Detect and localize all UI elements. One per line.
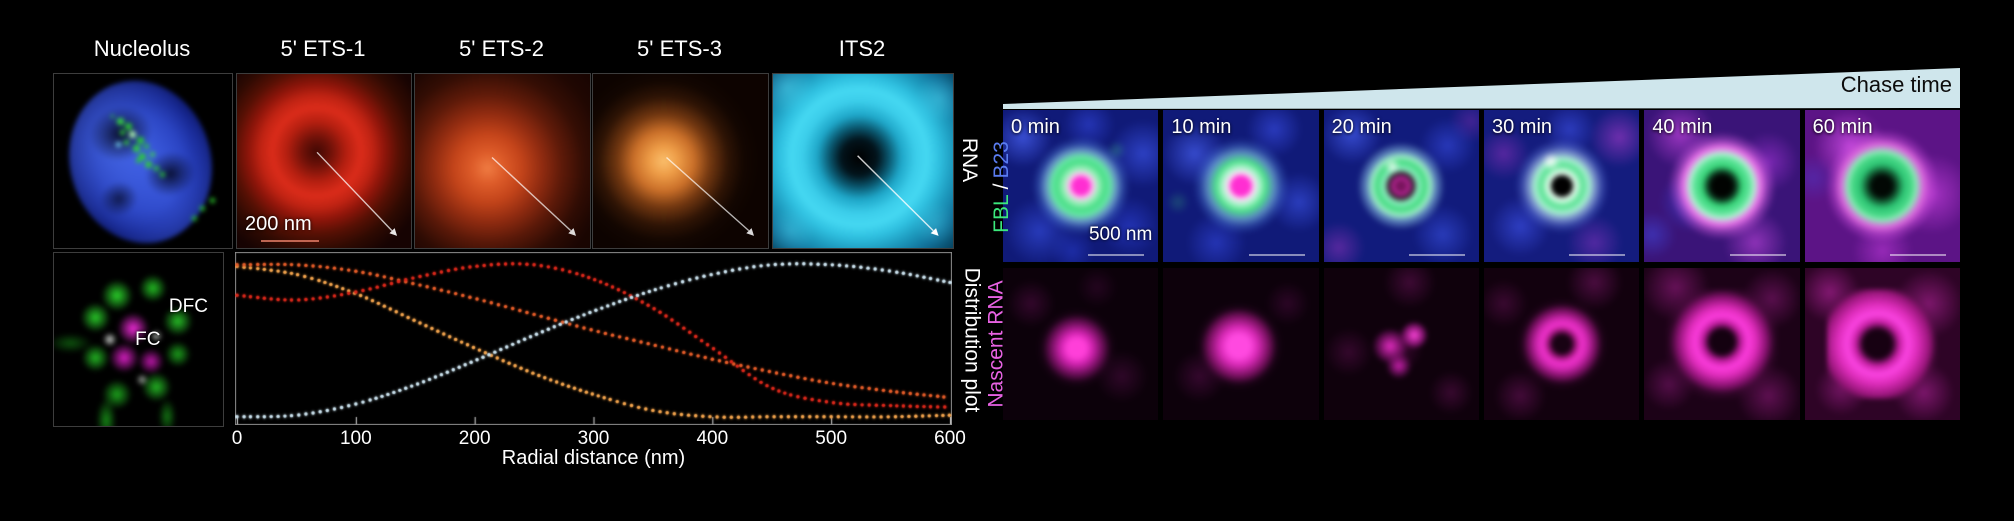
nascent-panel-40min <box>1644 268 1800 420</box>
5ets3-micrograph <box>593 74 768 248</box>
panel-title-its2: ITS2 <box>838 36 886 61</box>
nucleolus-ring <box>1185 131 1296 241</box>
scale-bar <box>1248 254 1305 256</box>
chase-panel-40min: 40 min <box>1644 110 1800 262</box>
chase-panel-10min: 10 min <box>1163 110 1319 262</box>
x-tick-label: 0 <box>231 428 243 449</box>
annotation-arrow <box>491 157 576 236</box>
nascent-panel-20min <box>1323 268 1479 420</box>
panel-title-nucleolus: Nucleolus <box>93 36 191 61</box>
scale-bar-200nm <box>261 240 319 242</box>
nascent-rna-label-wrap: Nascent RNA <box>980 268 1014 420</box>
b23-label: B23 <box>990 141 1014 179</box>
nucleus-micrograph <box>54 74 232 248</box>
fc-dfc-micrograph <box>54 253 223 426</box>
dfc-label: DFC <box>168 296 208 318</box>
x-tick-label: 300 <box>577 428 610 449</box>
nucleolus-ring <box>1666 131 1777 241</box>
annotation-arrow <box>316 151 398 236</box>
x-tick-label: 500 <box>815 428 848 449</box>
5ets1-image-panel: 200 nm <box>236 73 412 249</box>
nascent-rna-ring <box>1827 289 1938 399</box>
fbl-b23-label-wrap: FBL / B23 <box>985 112 1019 262</box>
chase-panel-20min: 20 min <box>1323 110 1479 262</box>
chase-panel-0min: 0 min 500 nm <box>1003 110 1159 262</box>
nascent-rna-focus <box>1346 289 1457 399</box>
fc-label: FC <box>135 329 161 351</box>
nucleus-shape <box>54 74 231 248</box>
chase-time-label: Chase time <box>1840 72 1952 97</box>
x-tick-label: 600 <box>934 428 966 449</box>
x-axis-label: Radial distance (nm) <box>501 447 686 469</box>
nascent-panel-10min <box>1163 268 1319 420</box>
chase-30min-micrograph <box>1483 110 1640 262</box>
chase-10min-micrograph <box>1163 110 1319 262</box>
chase-60min-micrograph <box>1804 110 1960 262</box>
fbl-label: FBL <box>990 194 1014 233</box>
x-tick-label: 100 <box>339 428 372 449</box>
fc-dfc-image-panel: DFC FC <box>53 252 224 427</box>
panel-title-5ets1: 5' ETS-1 <box>280 36 366 61</box>
rdna-foci-speckles <box>111 115 115 118</box>
nucleolus-ring <box>1346 131 1457 241</box>
nascent-60min-micrograph <box>1804 268 1960 420</box>
5ets1-micrograph <box>237 74 411 248</box>
scale-bar <box>1729 254 1786 256</box>
nascent-0min-micrograph <box>1003 268 1159 420</box>
scale-bar <box>1569 254 1626 256</box>
x-axis-tick-row: 0 100 200 300 400 500 600 <box>231 428 966 449</box>
nascent-panel-0min <box>1003 268 1159 420</box>
nucleolus-image-panel <box>53 73 233 249</box>
nascent-rna-panel-row <box>1003 268 1960 420</box>
chase-20min-micrograph <box>1323 110 1479 262</box>
fbl-b23-panel-row: 0 min 500 nm 10 min 20 min 30 min 40 min… <box>1003 110 1960 262</box>
chase-panel-30min: 30 min <box>1483 110 1640 262</box>
time-label: 60 min <box>1812 116 1873 138</box>
time-label: 20 min <box>1331 116 1392 138</box>
panel-title-5ets3: 5' ETS-3 <box>637 36 722 61</box>
nascent-20min-micrograph <box>1323 268 1479 420</box>
nascent-panel-30min <box>1483 268 1640 420</box>
nascent-rna-focus <box>1025 289 1136 399</box>
time-label: 30 min <box>1491 116 1553 138</box>
nascent-rna-ring <box>1666 289 1777 399</box>
chase-panel-60min: 60 min <box>1804 110 1960 262</box>
panel-title-5ets2: 5' ETS-2 <box>459 36 544 61</box>
nascent-panel-60min <box>1804 268 1960 420</box>
nascent-rna-label: Nascent RNA <box>985 280 1008 408</box>
time-label: 40 min <box>1652 116 1713 138</box>
5ets3-image-panel <box>592 73 769 249</box>
scale-bar <box>1408 254 1465 256</box>
nucleolus-ring <box>1025 131 1136 241</box>
nascent-10min-micrograph <box>1163 268 1319 420</box>
time-label: 0 min <box>1011 116 1060 138</box>
annotation-arrow <box>857 155 939 236</box>
scale-bar-label-500nm: 500 nm <box>1088 224 1153 245</box>
time-label: 10 min <box>1171 116 1232 138</box>
scale-bar <box>1889 254 1946 256</box>
chase-0min-micrograph <box>1003 110 1159 262</box>
nucleolus-ring <box>1827 131 1938 241</box>
annotation-arrow <box>666 157 754 236</box>
nascent-rna-ring <box>1506 289 1617 399</box>
scale-bar-label-200nm: 200 nm <box>245 213 312 235</box>
scale-bar-500nm <box>1088 254 1145 256</box>
row-label-rna-wrap: RNA <box>948 73 990 247</box>
slash-label: / <box>990 183 1014 190</box>
chase-time-wedge <box>1003 68 1960 109</box>
nucleolus-ring <box>1506 131 1617 241</box>
row-label-rna: RNA <box>958 137 981 183</box>
distribution-plot-canvas <box>235 252 952 425</box>
its2-image-panel <box>772 73 954 249</box>
nascent-rna-focus <box>1185 289 1296 399</box>
5ets2-micrograph <box>415 74 590 248</box>
5ets2-image-panel <box>414 73 591 249</box>
nascent-40min-micrograph <box>1644 268 1800 420</box>
nascent-30min-micrograph <box>1483 268 1640 420</box>
fbl-b23-label: FBL / B23 <box>990 141 1014 233</box>
x-tick-label: 400 <box>696 428 729 449</box>
chase-40min-micrograph <box>1644 110 1800 262</box>
x-tick-label: 200 <box>458 428 491 449</box>
